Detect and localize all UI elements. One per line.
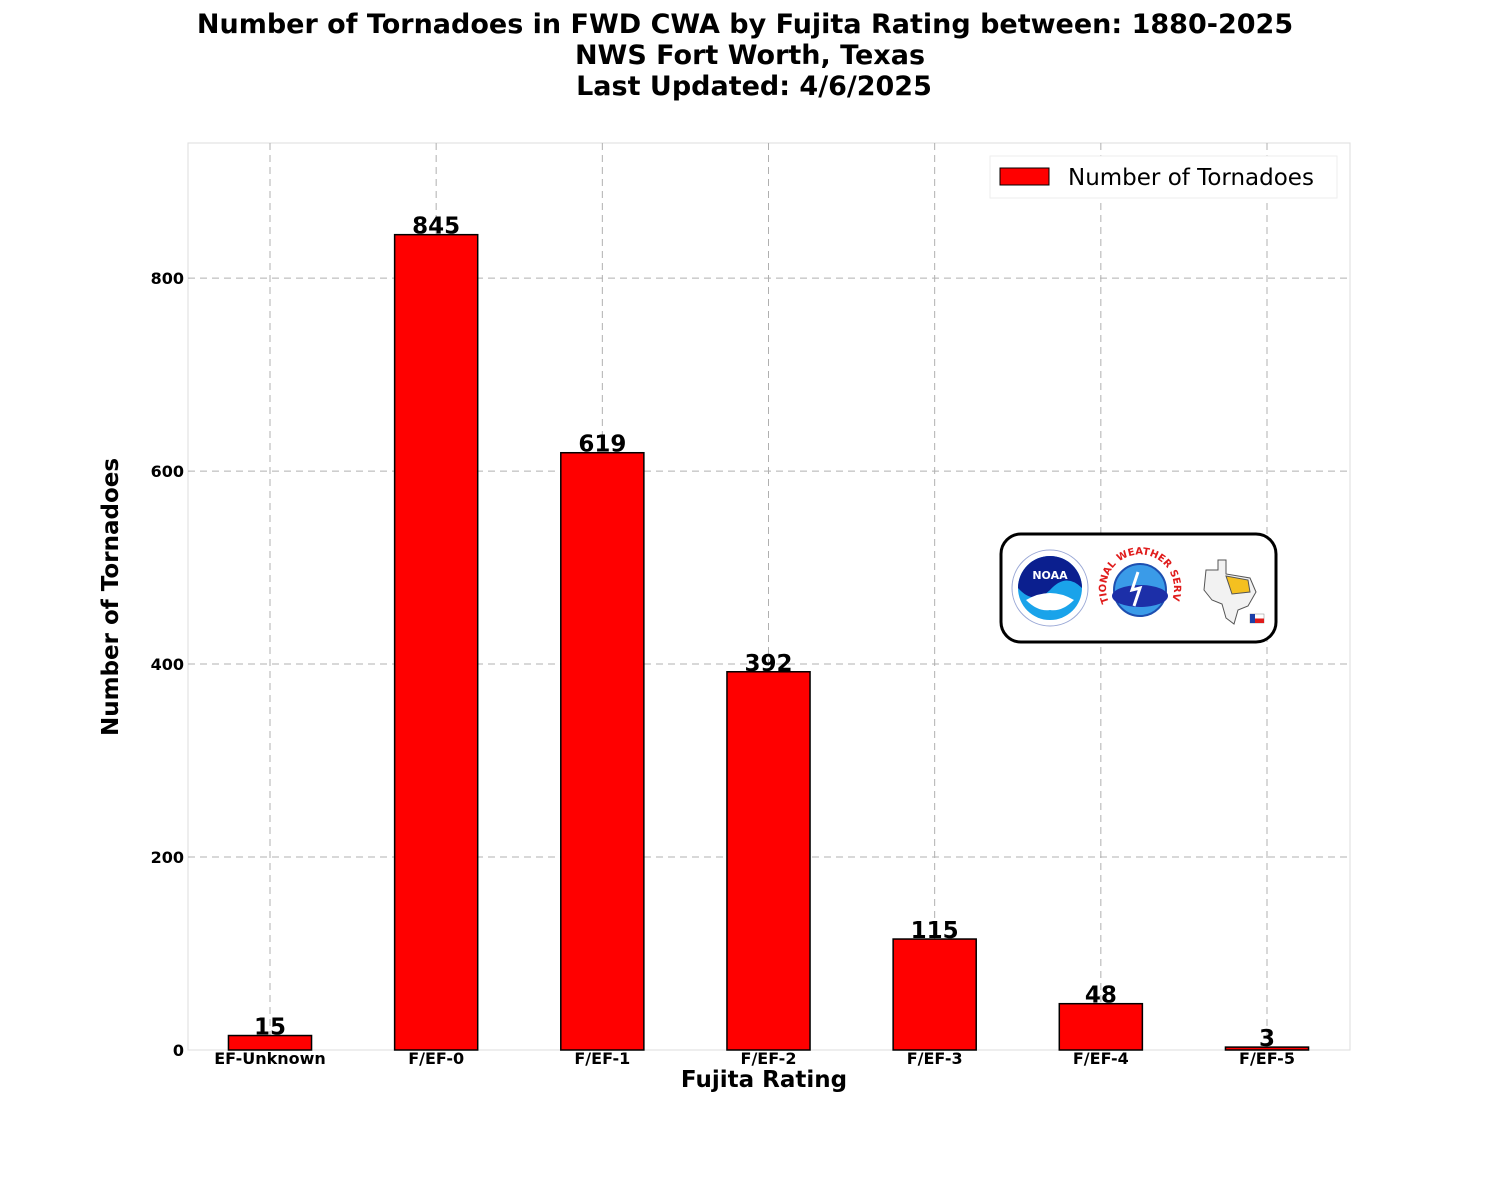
bar <box>892 938 977 1051</box>
data-labels: 15 845 619 392 115 48 3 <box>254 214 1275 1052</box>
x-tick-label: F/EF-5 <box>1239 1049 1295 1068</box>
bar <box>1224 1046 1310 1051</box>
y-tick-label: 400 <box>151 655 184 674</box>
bar-value-label: 115 <box>911 918 959 944</box>
bar-value-label: 392 <box>744 651 792 677</box>
y-tick-label: 200 <box>151 848 184 867</box>
title-line-1: Number of Tornadoes in FWD CWA by Fujita… <box>197 9 1293 40</box>
fwd-texas-logo-icon <box>1192 550 1268 626</box>
x-tick-labels: EF-Unknown F/EF-0 F/EF-1 F/EF-2 F/EF-3 F/EF-4… <box>214 1049 1295 1068</box>
x-tick-label: EF-Unknown <box>214 1049 326 1068</box>
legend: Number of Tornadoes <box>989 155 1338 199</box>
y-tick-label: 600 <box>151 462 184 481</box>
bar-value-label: 15 <box>254 1015 286 1041</box>
legend-label: Number of Tornadoes <box>1068 165 1314 191</box>
x-tick-label: F/EF-2 <box>741 1049 797 1068</box>
bar-value-label: 3 <box>1259 1026 1275 1052</box>
chart-title: Number of Tornadoes in FWD CWA by Fujita… <box>197 9 1293 102</box>
bar <box>1058 1002 1144 1051</box>
y-tick-labels: 0 200 400 600 800 <box>151 269 184 1060</box>
bar <box>227 1034 313 1051</box>
bar-value-label: 619 <box>578 432 626 458</box>
y-axis-label: Number of Tornadoes <box>98 458 124 736</box>
bar <box>560 451 645 1051</box>
x-axis-label: Fujita Rating <box>681 1067 847 1093</box>
noaa-text: NOAA <box>1032 569 1068 582</box>
bar-value-label: 48 <box>1085 983 1117 1009</box>
title-line-2: NWS Fort Worth, Texas <box>575 40 925 71</box>
bar <box>726 671 811 1051</box>
bars <box>227 233 1310 1051</box>
bar-value-label: 845 <box>412 214 460 240</box>
x-tick-label: F/EF-3 <box>907 1049 963 1068</box>
bar <box>393 233 479 1051</box>
x-tick-label: F/EF-1 <box>574 1049 630 1068</box>
x-tick-label: F/EF-4 <box>1073 1049 1129 1068</box>
title-line-3: Last Updated: 4/6/2025 <box>576 71 932 102</box>
y-tick-label: 800 <box>151 269 184 288</box>
legend-swatch <box>999 167 1050 186</box>
y-tick-label: 0 <box>173 1041 184 1060</box>
x-tick-label: F/EF-0 <box>408 1049 464 1068</box>
noaa-logo-icon: NOAA <box>1011 549 1089 627</box>
